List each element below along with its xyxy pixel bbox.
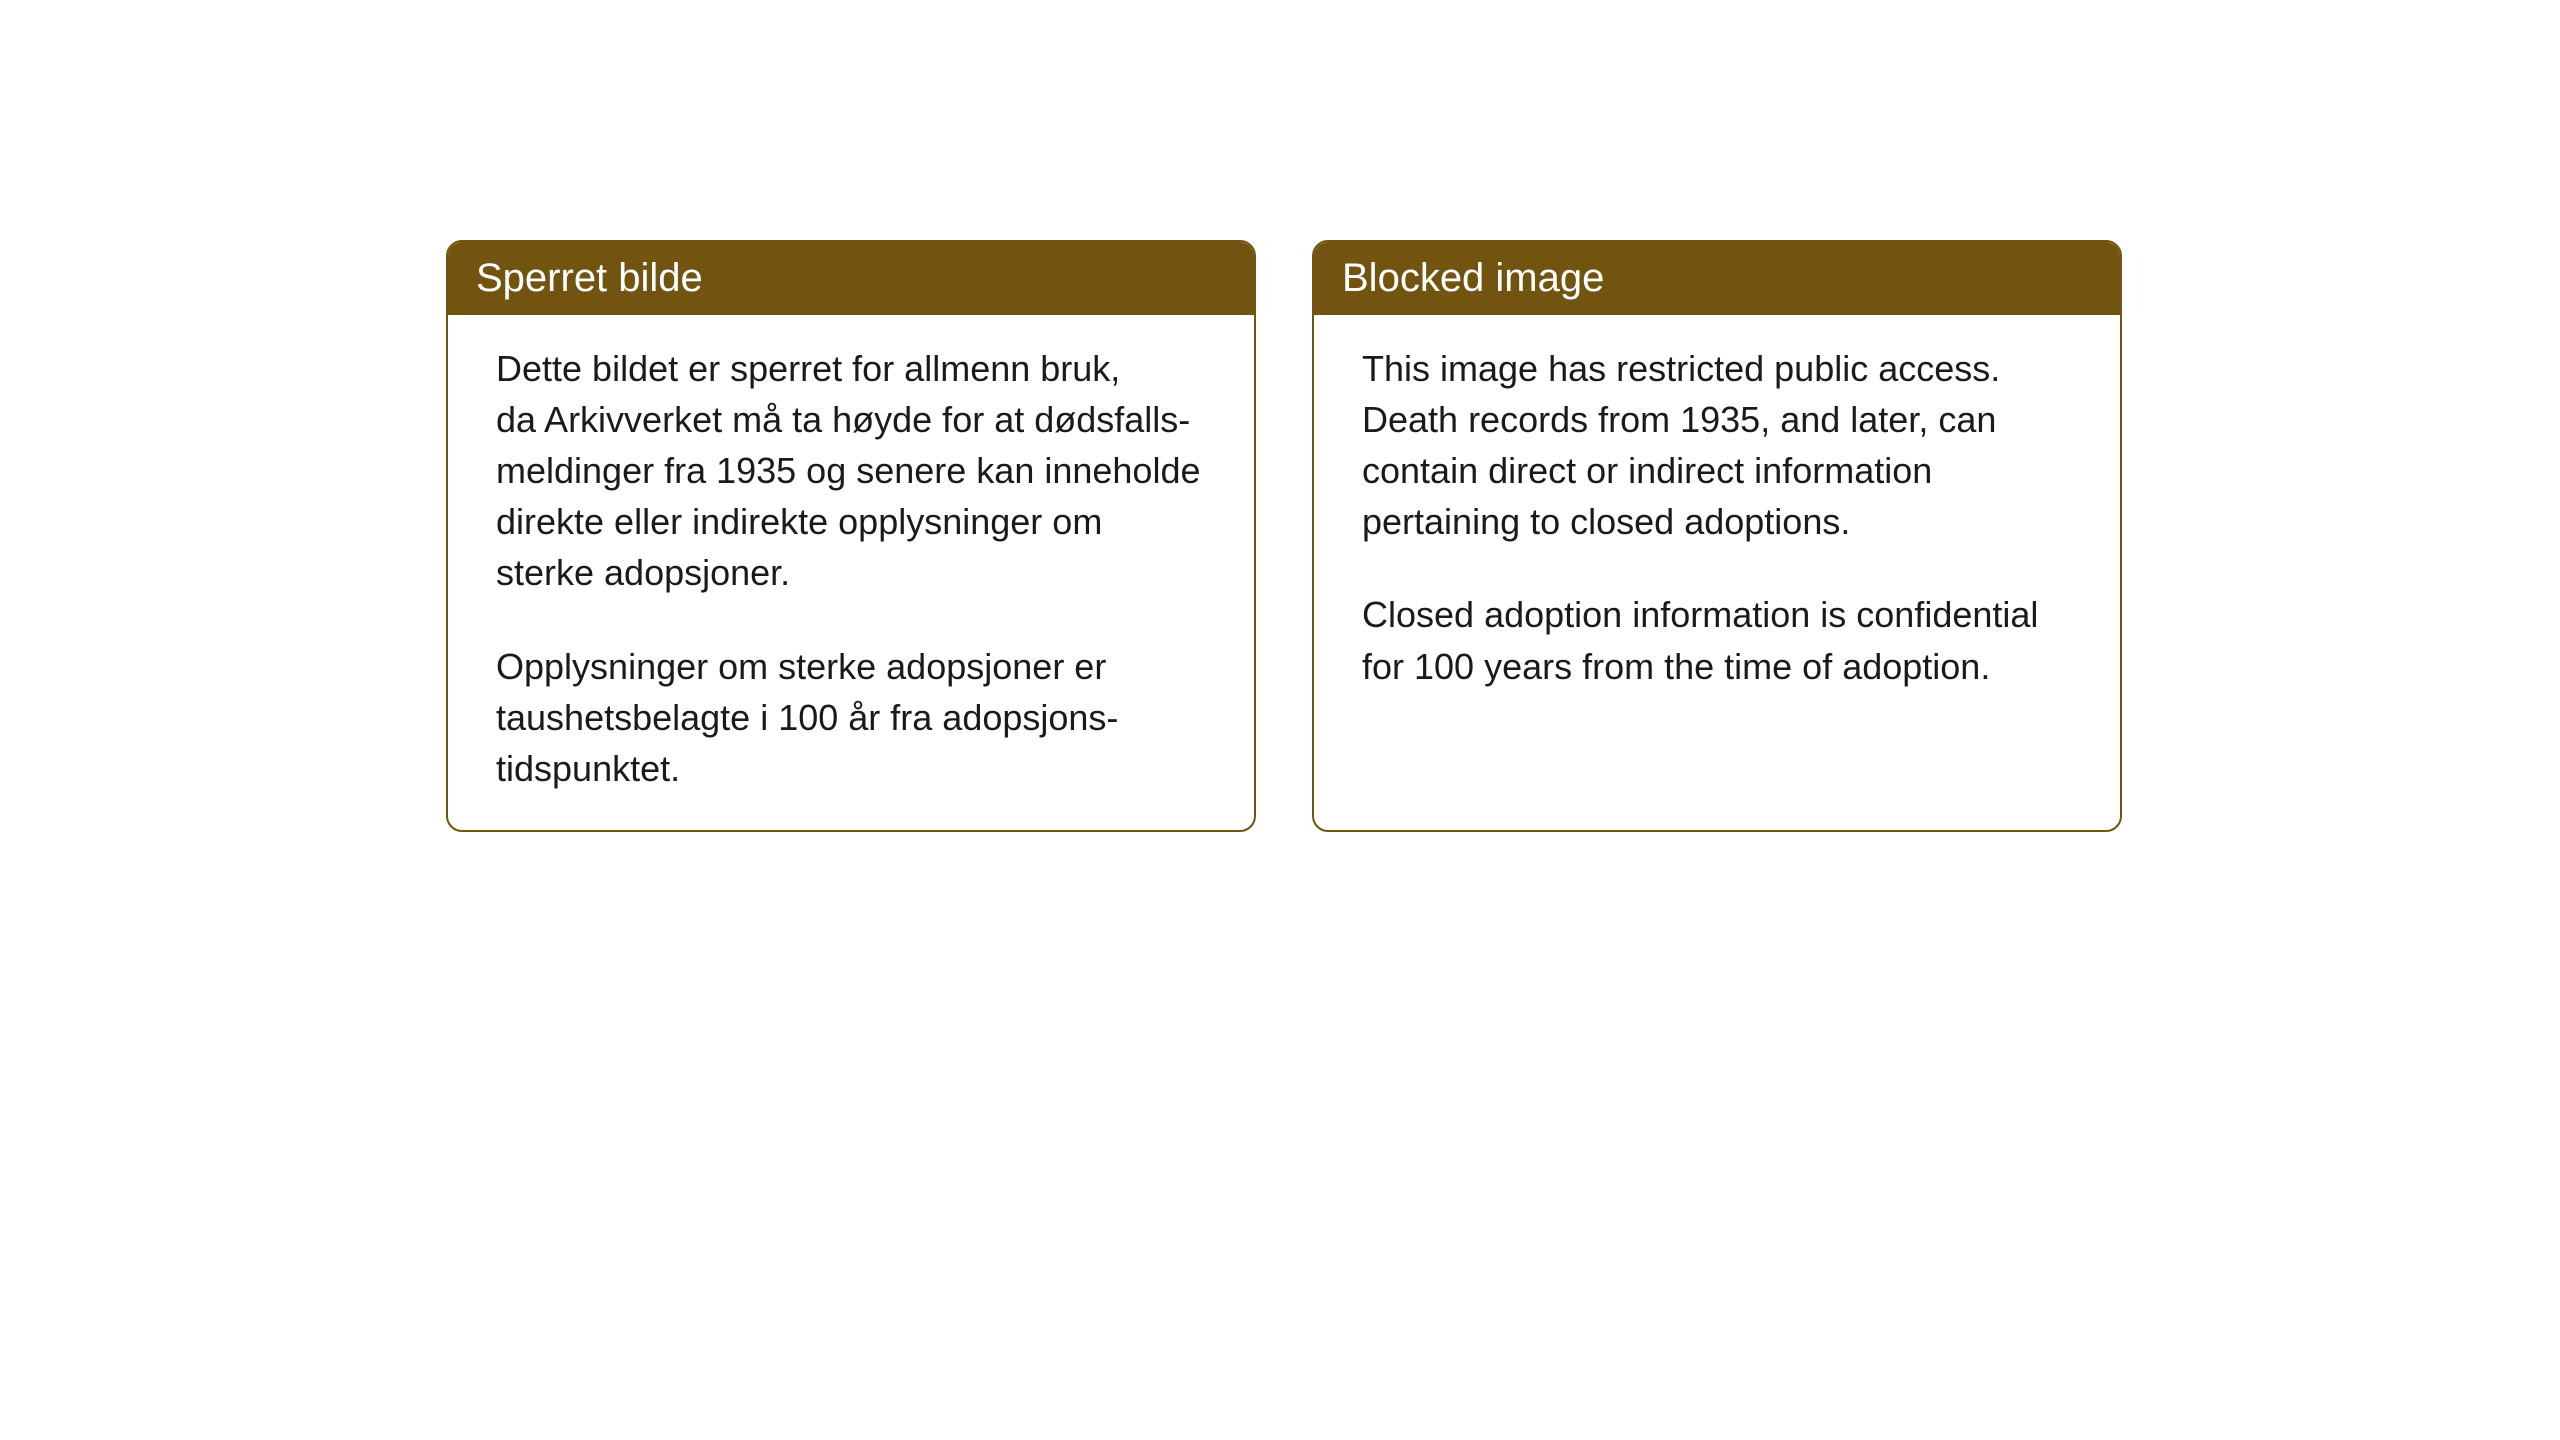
card-title-english: Blocked image bbox=[1342, 256, 1604, 300]
notice-card-english: Blocked image This image has restricted … bbox=[1312, 240, 2122, 832]
card-body-norwegian: Dette bildet er sperret for allmenn bruk… bbox=[448, 315, 1254, 830]
card-paragraph-2-norwegian: Opplysninger om sterke adopsjoner er tau… bbox=[496, 641, 1206, 794]
notice-card-norwegian: Sperret bilde Dette bildet er sperret fo… bbox=[446, 240, 1256, 832]
card-paragraph-1-english: This image has restricted public access.… bbox=[1362, 343, 2072, 547]
notice-container: Sperret bilde Dette bildet er sperret fo… bbox=[446, 240, 2122, 832]
card-header-english: Blocked image bbox=[1314, 242, 2120, 315]
card-paragraph-2-english: Closed adoption information is confident… bbox=[1362, 589, 2072, 691]
card-body-english: This image has restricted public access.… bbox=[1314, 315, 2120, 759]
card-paragraph-1-norwegian: Dette bildet er sperret for allmenn bruk… bbox=[496, 343, 1206, 599]
card-title-norwegian: Sperret bilde bbox=[476, 256, 703, 300]
card-header-norwegian: Sperret bilde bbox=[448, 242, 1254, 315]
